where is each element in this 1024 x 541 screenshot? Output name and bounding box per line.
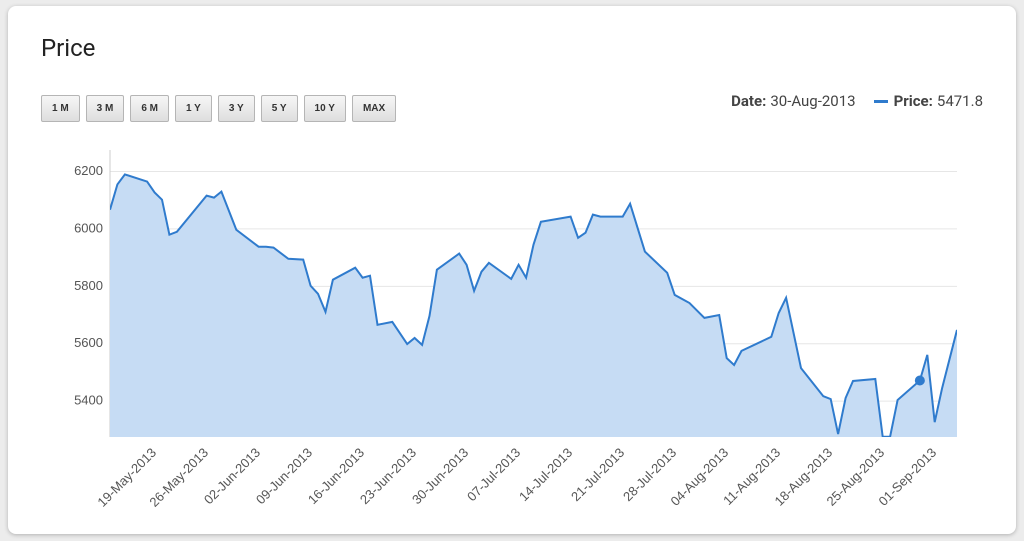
x-tick-label: 21-Jul-2013	[568, 445, 627, 504]
range-button[interactable]: 1 M	[41, 95, 80, 122]
area	[110, 174, 957, 437]
plot	[110, 173, 957, 437]
range-button[interactable]: 5 Y	[260, 95, 298, 122]
y-tick-label: 6200	[74, 163, 103, 178]
y-tick-label: 5600	[74, 335, 103, 350]
date-value: 30-Aug-2013	[770, 92, 856, 110]
x-tick-label: 30-Jun-2013	[409, 445, 471, 507]
price-value: 5471.8	[936, 92, 983, 110]
range-button[interactable]: MAX	[351, 95, 397, 122]
range-button[interactable]: 6 M	[130, 95, 170, 122]
range-button[interactable]: 3 M	[85, 95, 125, 122]
hover-legend: Date: 30-Aug-2013 Price: 5471.8	[731, 92, 983, 110]
y-tick-label: 5400	[74, 393, 103, 408]
date-label: Date:	[731, 92, 767, 110]
range-button[interactable]: 1 Y	[175, 95, 212, 122]
range-button[interactable]: 3 Y	[217, 95, 255, 122]
chart-title: Price	[41, 34, 96, 62]
price-label: Price:	[893, 92, 933, 110]
range-button[interactable]: 10 Y	[303, 95, 346, 122]
y-tick-label: 5800	[74, 278, 103, 293]
y-tick-label: 6000	[74, 220, 103, 235]
x-tick-label: 07-Jul-2013	[464, 445, 523, 504]
x-tick-label: 14-Jul-2013	[516, 445, 575, 504]
hover-marker	[914, 375, 925, 386]
line	[110, 173, 957, 437]
legend-swatch	[873, 99, 888, 103]
